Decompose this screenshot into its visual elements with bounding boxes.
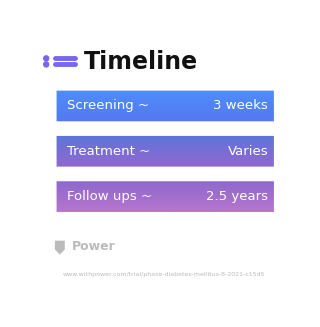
Text: 2.5 years: 2.5 years <box>206 190 268 203</box>
Text: 3 weeks: 3 weeks <box>213 99 268 112</box>
Text: Follow ups ~: Follow ups ~ <box>67 190 152 203</box>
Polygon shape <box>55 241 65 254</box>
Circle shape <box>44 56 49 61</box>
Text: Timeline: Timeline <box>84 50 197 74</box>
Text: www.withpower.com/trial/phase-diabetes-mellitus-8-2021-c15d5: www.withpower.com/trial/phase-diabetes-m… <box>63 272 265 277</box>
Text: Treatment ~: Treatment ~ <box>67 145 150 158</box>
Text: Power: Power <box>72 240 116 253</box>
Text: Screening ~: Screening ~ <box>67 99 149 112</box>
Text: Varies: Varies <box>228 145 268 158</box>
Circle shape <box>44 62 49 67</box>
